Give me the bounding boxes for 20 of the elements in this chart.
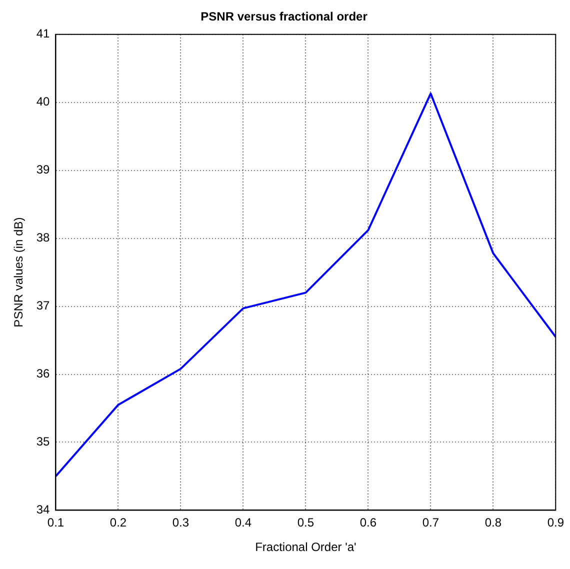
- x-tick-label: 0.4: [234, 516, 252, 530]
- y-tick-label: 41: [36, 26, 50, 41]
- x-tick-label: 0.9: [547, 516, 564, 530]
- x-tick-label: 0.1: [47, 516, 64, 530]
- y-axis-title: PSNR values (in dB): [12, 217, 26, 328]
- y-tick-label: 40: [36, 94, 50, 109]
- x-tick-label: 0.8: [484, 516, 502, 530]
- y-tick-label: 37: [36, 298, 50, 313]
- x-tick-label: 0.6: [360, 516, 377, 530]
- x-tick-label: 0.7: [422, 516, 440, 530]
- y-tick-label: 34: [36, 502, 50, 517]
- x-axis-title: Fractional Order 'a': [255, 540, 356, 554]
- y-tick-label: 36: [36, 366, 50, 381]
- y-tick-label: 39: [36, 162, 50, 177]
- y-tick-label: 38: [36, 230, 50, 245]
- x-tick-label: 0.5: [297, 516, 314, 530]
- x-tick-label: 0.3: [172, 516, 190, 530]
- x-tick-label: 0.2: [110, 516, 127, 530]
- chart-title: PSNR versus fractional order: [200, 10, 368, 24]
- y-tick-label: 35: [36, 434, 50, 449]
